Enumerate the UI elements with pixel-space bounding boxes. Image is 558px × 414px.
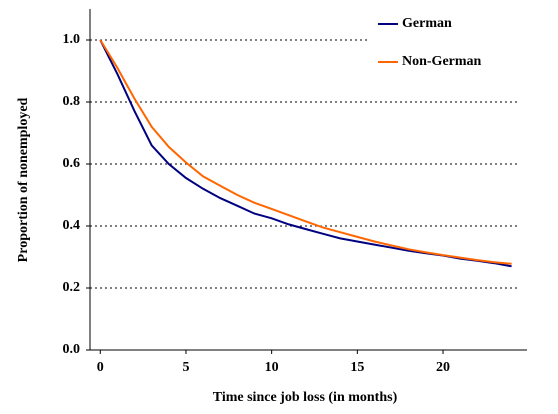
y-axis-label: Proportion of nonemployed [16, 97, 31, 262]
y-tick-label: 0.2 [63, 280, 81, 295]
legend-box [370, 10, 555, 76]
legend: German Non-German [370, 10, 555, 76]
x-tick-label: 5 [182, 360, 189, 375]
legend-label: Non-German [402, 54, 482, 69]
series-line [99, 39, 512, 265]
y-tick-label: 0.0 [63, 342, 81, 357]
x-axis-label: Time since job loss (in months) [213, 390, 398, 405]
y-tick-label: 1.0 [63, 32, 81, 47]
x-tick-label: 0 [97, 360, 104, 375]
y-tick-label: 0.6 [63, 156, 81, 171]
x-tick-label: 10 [265, 360, 279, 375]
x-tick-label: 15 [350, 360, 364, 375]
legend-label: German [402, 16, 452, 31]
x-tick-label: 20 [436, 360, 450, 375]
y-tick-label: 0.8 [63, 94, 81, 109]
y-tick-label: 0.4 [63, 218, 81, 233]
